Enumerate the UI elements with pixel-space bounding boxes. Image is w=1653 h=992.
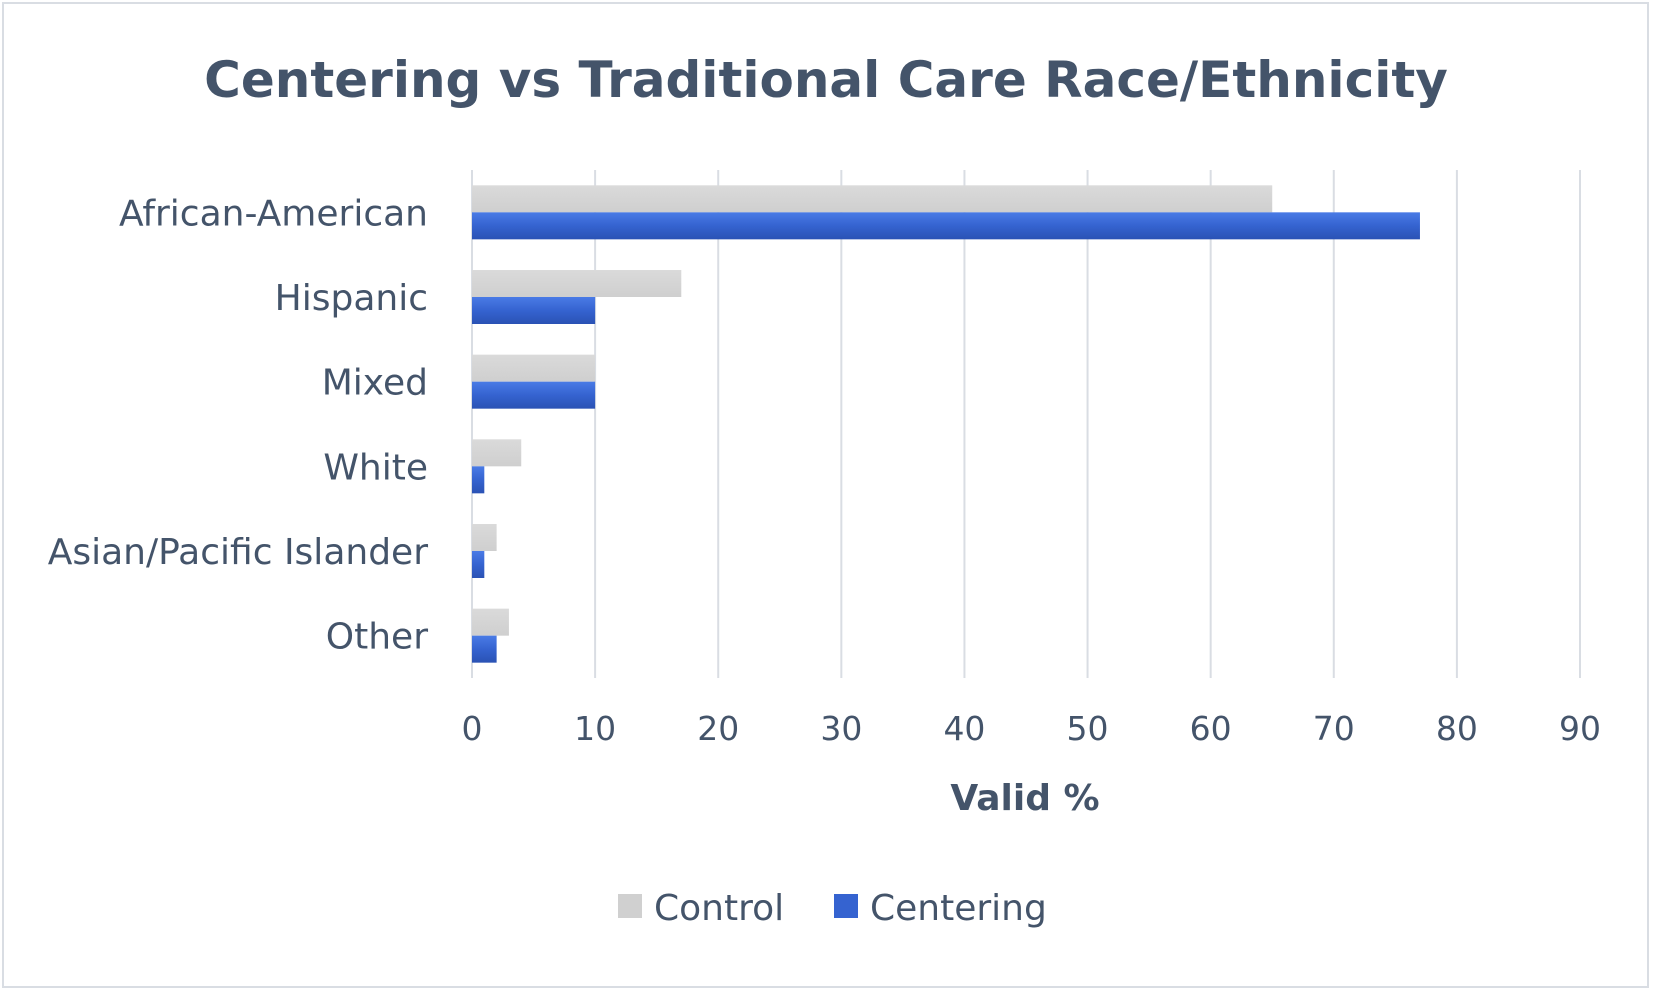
- category-label-white: White: [323, 447, 428, 488]
- legend-swatch-centering: [834, 894, 858, 918]
- category-label-other: Other: [326, 617, 428, 658]
- bar-centering-other: [472, 635, 497, 663]
- x-tick-label: 0: [462, 709, 483, 748]
- category-label-mixed: Mixed: [322, 363, 428, 404]
- category-label-african-american: African-American: [119, 193, 428, 234]
- x-tick-label: 40: [943, 709, 985, 748]
- bar-centering-white: [472, 466, 485, 494]
- x-tick-label: 20: [697, 709, 739, 748]
- x-axis-title: Valid %: [950, 778, 1099, 819]
- category-label-asian-pacific-islander: Asian/Pacific Islander: [48, 532, 429, 573]
- legend-swatch-control: [618, 894, 642, 918]
- chart-title: Centering vs Traditional Care Race/Ethni…: [204, 51, 1448, 109]
- x-tick-label: 50: [1067, 709, 1109, 748]
- x-tick-label: 60: [1190, 709, 1232, 748]
- bar-control-hispanic: [472, 270, 682, 297]
- gridlines: [471, 170, 1581, 678]
- legend: Control Centering: [618, 888, 1047, 929]
- bar-control-other: [472, 608, 509, 636]
- bar-control-white: [472, 439, 522, 467]
- bar-control-african-american: [472, 185, 1273, 213]
- category-labels: African-American Hispanic Mixed White Asian/…: [48, 193, 429, 657]
- x-tick-label: 80: [1436, 709, 1478, 748]
- legend-label-control: Control: [654, 888, 784, 929]
- x-tick-labels: 0 10 20 30 40 50 60 70 80 90: [462, 709, 1602, 748]
- bars: [472, 185, 1420, 663]
- bar-centering-mixed: [472, 381, 596, 409]
- x-tick-label: 70: [1313, 709, 1355, 748]
- bar-centering-hispanic: [472, 297, 596, 324]
- bar-centering-asian-pacific-islander: [472, 551, 485, 578]
- x-tick-label: 90: [1559, 709, 1601, 748]
- bar-control-mixed: [472, 354, 596, 382]
- x-tick-label: 10: [574, 709, 616, 748]
- legend-label-centering: Centering: [870, 888, 1047, 929]
- bar-control-asian-pacific-islander: [472, 524, 497, 551]
- x-tick-label: 30: [820, 709, 862, 748]
- category-label-hispanic: Hispanic: [275, 278, 428, 319]
- bar-centering-african-american: [472, 212, 1420, 240]
